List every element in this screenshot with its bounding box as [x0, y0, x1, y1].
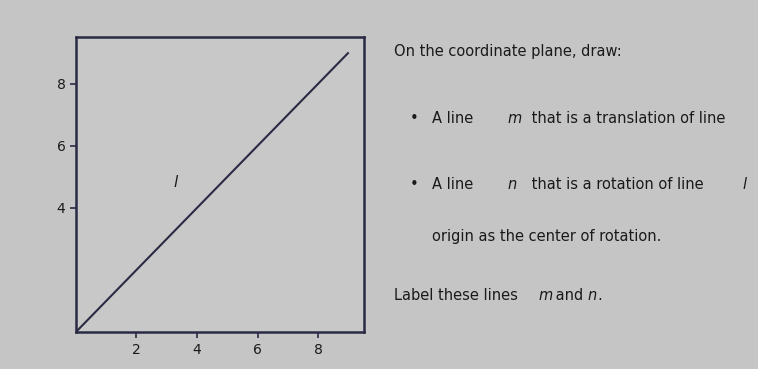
Text: A line: A line — [432, 111, 478, 126]
Text: using the: using the — [753, 177, 758, 192]
Text: that is a rotation of line: that is a rotation of line — [527, 177, 708, 192]
Text: •: • — [409, 111, 418, 126]
Text: and: and — [551, 288, 588, 303]
Text: n: n — [508, 177, 517, 192]
Text: On the coordinate plane, draw:: On the coordinate plane, draw: — [394, 44, 622, 59]
Text: l: l — [743, 177, 747, 192]
Text: origin as the center of rotation.: origin as the center of rotation. — [432, 229, 662, 244]
Text: m: m — [538, 288, 553, 303]
Text: that is a translation of line: that is a translation of line — [527, 111, 730, 126]
Text: •: • — [409, 177, 418, 192]
Text: A line: A line — [432, 177, 478, 192]
Text: Label these lines: Label these lines — [394, 288, 523, 303]
Text: .: . — [597, 288, 602, 303]
Text: m: m — [508, 111, 522, 126]
Text: n: n — [587, 288, 597, 303]
Text: l: l — [174, 175, 178, 190]
